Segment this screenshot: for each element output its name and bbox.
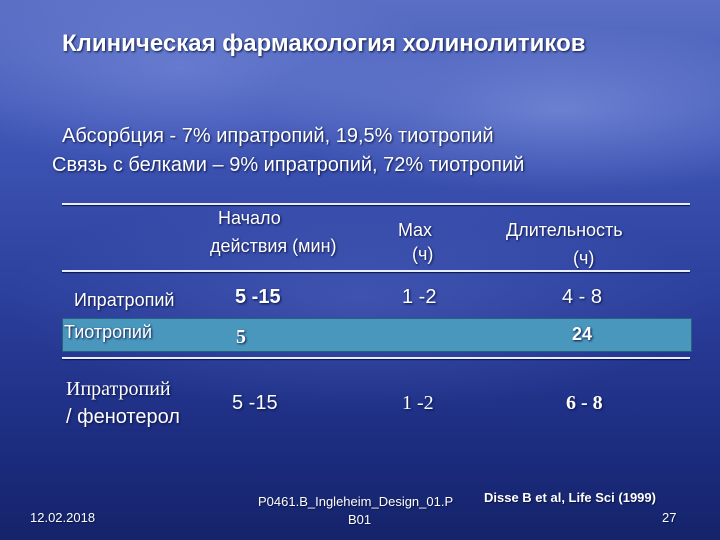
row1-onset: 5 -15 (235, 286, 281, 308)
absorption-text: Абсорбция - 7% ипратропий, 19,5% тиотроп… (62, 125, 494, 147)
row2-drug: Тиотропий (64, 322, 152, 342)
row3-drug-line1: Ипратропий (66, 378, 171, 400)
row1-duration: 4 - 8 (562, 286, 603, 308)
header-onset-line2: действия (мин) (210, 236, 337, 256)
header-onset-line1: Начало (218, 208, 281, 228)
footer-date: 12.02.2018 (30, 510, 96, 525)
footer-page-number: 27 (662, 510, 677, 525)
row1-drug: Ипратропий (74, 290, 175, 310)
table-top-rule (62, 203, 690, 205)
row2-onset: 5 (236, 326, 246, 348)
row3-max: 1 -2 (402, 392, 434, 414)
footer-design-line1: P0461.B_Ingleheim_Design_01.P (258, 494, 454, 509)
row2-duration: 24 (572, 324, 593, 344)
slide-title: Клиническая фармакология холинолитиков (62, 30, 586, 57)
row2-highlight (62, 318, 692, 352)
header-max-line1: Max (398, 220, 433, 240)
table-header-rule (62, 270, 690, 272)
header-duration-line1: Длительность (506, 220, 623, 240)
row1-max: 1 -2 (402, 286, 437, 308)
footer-design-line2: B01 (348, 512, 372, 527)
header-max-line2: (ч) (412, 244, 434, 264)
row3-drug-line2: / фенотерол (66, 406, 180, 428)
footer-citation: Disse B et al, Life Sci (1999) (484, 490, 656, 505)
protein-binding-text: Связь с белками – 9% ипратропий, 72% тио… (52, 154, 525, 176)
row3-onset: 5 -15 (232, 392, 278, 414)
header-duration-line2: (ч) (573, 248, 595, 268)
table-bottom-rule (62, 357, 690, 359)
row3-duration: 6 - 8 (566, 392, 603, 414)
